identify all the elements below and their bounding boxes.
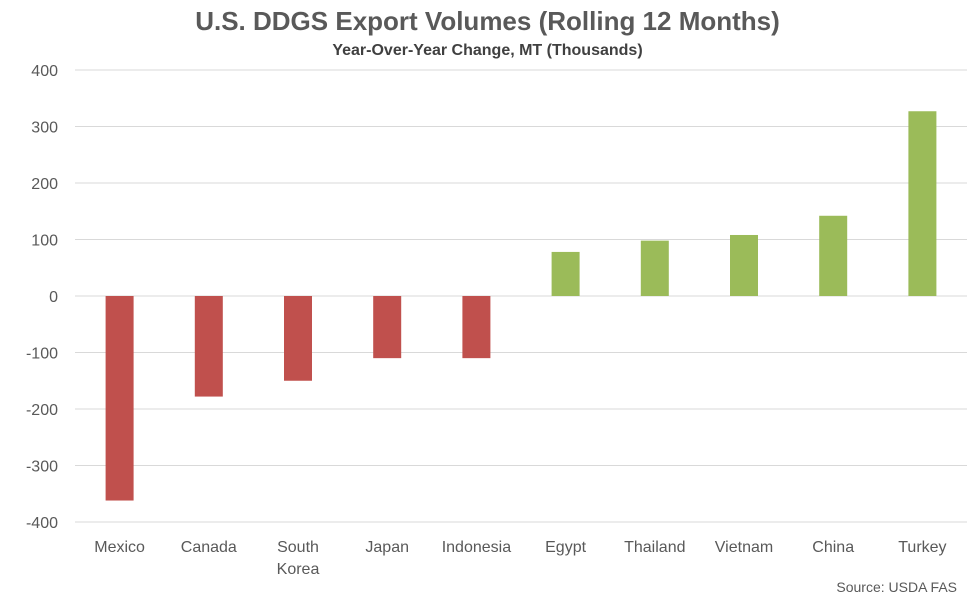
x-tick-label: Indonesia — [442, 539, 511, 556]
y-tick-label: -300 — [26, 459, 58, 476]
bar — [551, 251, 580, 296]
y-tick-label: -100 — [26, 346, 58, 363]
x-tick-label: Turkey — [898, 539, 946, 556]
bar — [194, 296, 223, 397]
bar — [105, 296, 134, 501]
bar — [730, 234, 758, 296]
x-tick-label: Canada — [181, 539, 237, 556]
x-tick-label: China — [812, 539, 854, 556]
source-note: Source: USDA FAS — [836, 579, 957, 595]
x-tick-label: Mexico — [94, 539, 145, 556]
x-tick-label: Egypt — [545, 539, 586, 556]
bar — [373, 296, 402, 359]
bar — [819, 215, 848, 296]
x-tick-label: Japan — [365, 539, 409, 556]
y-tick-label: -400 — [26, 515, 58, 532]
bar — [462, 296, 491, 359]
x-tick-label: Thailand — [624, 539, 685, 556]
y-tick-label: 400 — [31, 63, 58, 80]
x-tick-label: Vietnam — [715, 539, 773, 556]
y-tick-label: 200 — [31, 176, 58, 193]
bar — [640, 240, 669, 296]
bar — [284, 296, 312, 381]
x-tick-label: South Korea — [277, 539, 320, 578]
chart-title: U.S. DDGS Export Volumes (Rolling 12 Mon… — [195, 6, 780, 36]
y-tick-label: 0 — [49, 289, 58, 306]
gridlines — [75, 69, 967, 523]
x-axis: Mexico Canada South Korea Japan Indonesia Egyp… — [94, 539, 946, 578]
y-axis: 400 300 200 100 0 -100 -200 -300 -400 — [26, 63, 58, 532]
y-tick-label: 100 — [31, 233, 58, 250]
y-tick-label: 300 — [31, 120, 58, 137]
chart-subtitle: Year-Over-Year Change, MT (Thousands) — [332, 42, 643, 59]
y-tick-label: -200 — [26, 402, 58, 419]
bars — [105, 111, 937, 501]
bar — [908, 111, 937, 297]
